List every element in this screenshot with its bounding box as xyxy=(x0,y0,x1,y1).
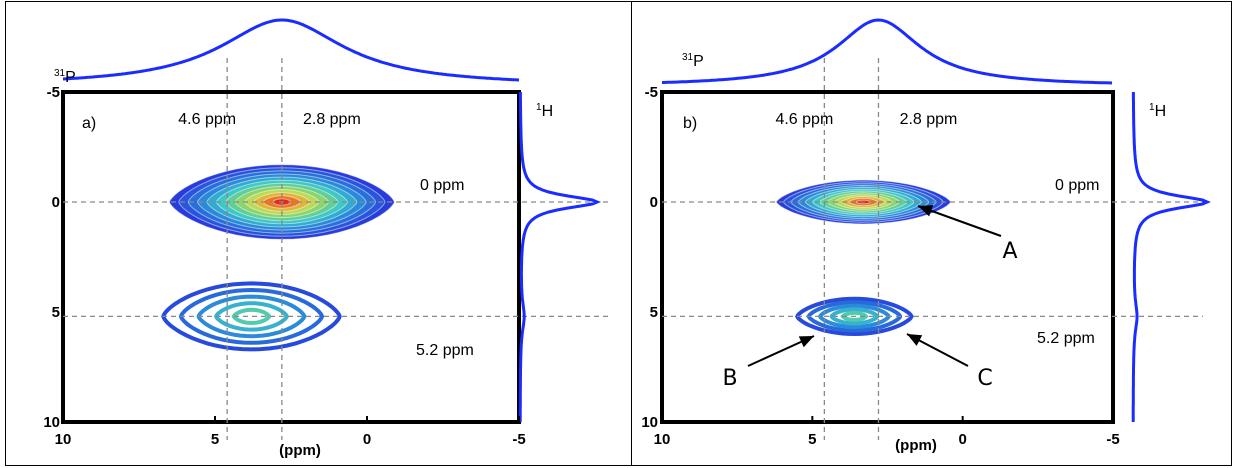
arrow-letter-label: B xyxy=(722,366,737,391)
p31-axis-label: 31P xyxy=(682,52,704,70)
ppm-annotation: 0 ppm xyxy=(1055,177,1099,194)
h1-projection-trace xyxy=(518,92,602,422)
p31-axis-label: 31P xyxy=(54,68,76,86)
p31-superscript: 31 xyxy=(682,52,694,63)
y-tick-label: 5 xyxy=(52,304,60,321)
ppm-annotation: 5.2 ppm xyxy=(1037,330,1095,347)
x-tick-label: 10 xyxy=(654,431,671,448)
plot-frame xyxy=(61,90,521,424)
p31-superscript: 31 xyxy=(54,68,66,79)
x-tick-label: 5 xyxy=(211,431,219,448)
arrow-head xyxy=(907,334,923,346)
h1-axis-label: 1H xyxy=(1149,102,1166,120)
plot-frame xyxy=(660,90,1115,424)
p31-base: P xyxy=(65,69,76,86)
ppm-annotation: 0 ppm xyxy=(420,177,464,194)
ppm-annotation: 4.6 ppm xyxy=(775,111,833,128)
x-tick-label: -5 xyxy=(1106,431,1119,448)
x-tick-label: 10 xyxy=(55,431,72,448)
y-tick-label: -5 xyxy=(645,84,658,101)
h1-superscript: 1 xyxy=(1149,102,1155,113)
arrow-head xyxy=(798,336,814,348)
h1-projection-trace xyxy=(1131,92,1211,422)
x-tick-label: 5 xyxy=(808,431,816,448)
h1-base: H xyxy=(1155,103,1167,120)
x-tick-label: 0 xyxy=(363,431,371,448)
h1-axis-label: 1H xyxy=(536,102,553,120)
ppm-annotation: 4.6 ppm xyxy=(178,111,236,128)
ppm-annotation: 2.8 ppm xyxy=(303,111,361,128)
x-axis-title: (ppm) xyxy=(895,437,937,454)
x-tick-label: 0 xyxy=(958,431,966,448)
panel-a: 10 5 0 -5 -5 0 5 10 (ppm) a) 31P 1H 4.6 ppm 2.8 ppm 0 … xyxy=(43,18,609,459)
h1-base: H xyxy=(542,103,554,120)
ppm-annotation: 2.8 ppm xyxy=(900,111,958,128)
panel-label: a) xyxy=(82,115,96,132)
y-tick-label: 0 xyxy=(650,194,658,211)
y-tick-label: 10 xyxy=(43,414,60,431)
p31-base: P xyxy=(693,53,704,70)
arrow-letter-label: A xyxy=(1002,239,1017,264)
h1-superscript: 1 xyxy=(536,102,542,113)
x-axis-title: (ppm) xyxy=(279,442,321,459)
arrow-letter-label: C xyxy=(977,366,992,391)
contour-level xyxy=(818,303,891,330)
figure-border xyxy=(5,1,1232,466)
y-tick-label: -5 xyxy=(47,84,60,101)
x-tick-label: -5 xyxy=(512,431,525,448)
contour-level xyxy=(231,307,272,326)
y-tick-label: 10 xyxy=(641,414,658,431)
y-tick-label: 5 xyxy=(650,304,658,321)
panel-label: b) xyxy=(683,115,697,132)
arrow-head xyxy=(918,205,934,217)
contour-level xyxy=(829,307,880,326)
ppm-annotation: 5.2 ppm xyxy=(416,342,474,359)
panel-b: 10 5 0 -5 -5 0 5 10 (ppm) b) 31P 1H 4.6 ppm 2.8 ppm 0 … xyxy=(641,18,1211,454)
p31-projection-trace xyxy=(62,18,520,82)
y-tick-label: 0 xyxy=(52,194,60,211)
p31-projection-trace xyxy=(662,18,1113,85)
arrow-line xyxy=(917,205,1002,237)
